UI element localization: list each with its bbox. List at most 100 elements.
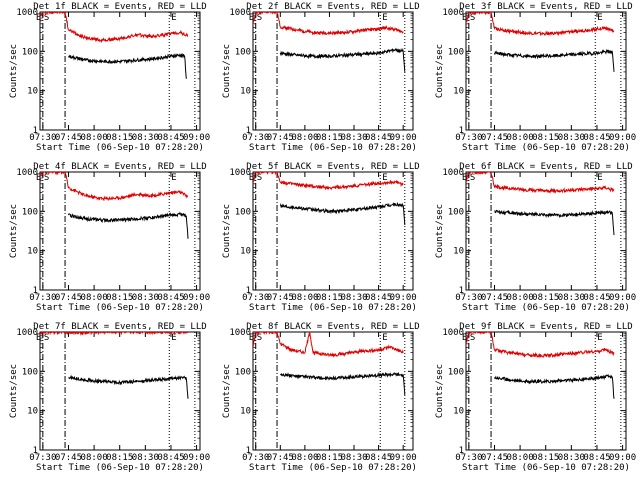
x-tick-label: 08:00	[291, 133, 318, 143]
chart-title: Det 7f BLACK = Events, RED = LLD	[33, 322, 206, 332]
events-series-line	[279, 47, 406, 72]
x-axis-label: Start Time (06-Sep-10 07:28:20)	[462, 143, 630, 153]
marker-label-s: S	[257, 333, 262, 343]
y-tick-label: 1000	[442, 168, 464, 178]
x-tick-label: 08:30	[340, 293, 367, 303]
plot-frame	[252, 331, 414, 451]
x-tick-label: 07:30	[29, 453, 56, 463]
y-tick-label: 100	[22, 207, 38, 217]
marker-label-e-start: E	[36, 173, 41, 183]
lld-series-line	[253, 12, 404, 36]
x-tick-label: 08:00	[291, 293, 318, 303]
marker-label-s: S	[257, 173, 262, 183]
y-tick-label: 100	[22, 367, 38, 377]
chart-title: Det 9f BLACK = Events, RED = LLD	[459, 322, 632, 332]
chart-panel: Det 8f BLACK = Events, RED = LLD 1 10 100 10…	[222, 322, 420, 473]
y-tick-label: 1000	[229, 168, 251, 178]
x-tick-label: 08:15	[532, 133, 559, 143]
x-axis-label: Start Time (06-Sep-10 07:28:20)	[462, 463, 630, 473]
chart-panel: Det 7f BLACK = Events, RED = LLD 1 10 100 10…	[9, 322, 210, 473]
lld-series-line	[466, 332, 615, 359]
marker-label-s: S	[470, 13, 475, 23]
chart-panel: Det 2f BLACK = Events, RED = LLD 1 10 100 10…	[222, 2, 420, 153]
y-tick-label: 1	[33, 286, 38, 296]
x-tick-label: 07:30	[455, 293, 482, 303]
x-tick-label: 08:00	[507, 133, 534, 143]
events-series-line	[68, 211, 189, 239]
marker-label-e-start: E	[462, 173, 467, 183]
y-tick-label: 1000	[442, 8, 464, 18]
x-tick-label: 08:30	[132, 133, 159, 143]
x-tick-label: 08:00	[507, 293, 534, 303]
y-tick-label: 10	[240, 247, 251, 257]
x-tick-label: 07:45	[55, 453, 82, 463]
chart-title: Det 1f BLACK = Events, RED = LLD	[33, 2, 206, 12]
x-tick-label: 08:00	[81, 133, 108, 143]
chart-title: Det 8f BLACK = Events, RED = LLD	[246, 322, 419, 332]
lld-series-line	[466, 172, 615, 194]
x-tick-label: 08:30	[558, 133, 585, 143]
lld-series-line	[40, 12, 189, 44]
x-tick-label: 08:45	[157, 453, 184, 463]
marker-label-e-start: E	[462, 333, 467, 343]
y-axis-label: Counts/sec	[222, 204, 232, 258]
marker-label-e: E	[171, 333, 176, 343]
chart-title: Det 5f BLACK = Events, RED = LLD	[246, 162, 419, 172]
marker-label-e: E	[382, 333, 387, 343]
marker-label-e-start: E	[249, 333, 254, 343]
x-tick-label: 08:30	[558, 453, 585, 463]
y-axis-label: Counts/sec	[9, 44, 19, 98]
y-tick-label: 1000	[16, 168, 38, 178]
x-axis-label: Start Time (06-Sep-10 07:28:20)	[36, 463, 204, 473]
y-axis-label: Counts/sec	[222, 364, 232, 418]
x-tick-label: 09:00	[609, 293, 636, 303]
x-axis-label: Start Time (06-Sep-10 07:28:20)	[249, 143, 417, 153]
x-tick-label: 07:30	[455, 453, 482, 463]
x-tick-label: 08:30	[558, 293, 585, 303]
x-tick-label: 07:45	[55, 133, 82, 143]
marker-label-s: S	[44, 173, 49, 183]
events-series-line	[279, 202, 406, 226]
x-axis-label: Start Time (06-Sep-10 07:28:20)	[36, 303, 204, 313]
marker-label-e: E	[382, 173, 387, 183]
y-tick-label: 10	[240, 407, 251, 417]
x-tick-label: 08:30	[132, 293, 159, 303]
events-series-line	[68, 374, 189, 399]
chart-panel: Det 9f BLACK = Events, RED = LLD 1 10 100 10…	[435, 322, 636, 473]
lld-series-line	[40, 332, 189, 337]
marker-label-e-start: E	[36, 13, 41, 23]
x-tick-label: 09:00	[183, 453, 210, 463]
y-tick-label: 1000	[16, 8, 38, 18]
x-tick-label: 09:00	[390, 453, 417, 463]
x-tick-label: 07:45	[267, 293, 294, 303]
chart-title: Det 6f BLACK = Events, RED = LLD	[459, 162, 632, 172]
y-tick-label: 1	[33, 446, 38, 456]
y-axis-label: Counts/sec	[9, 204, 19, 258]
chart-title: Det 2f BLACK = Events, RED = LLD	[246, 2, 419, 12]
x-tick-label: 07:30	[29, 133, 56, 143]
y-tick-label: 10	[453, 407, 464, 417]
x-tick-label: 08:30	[340, 133, 367, 143]
marker-label-e: E	[171, 13, 176, 23]
x-tick-label: 07:45	[481, 293, 508, 303]
x-tick-label: 09:00	[609, 133, 636, 143]
x-tick-label: 07:30	[242, 133, 269, 143]
y-tick-label: 10	[27, 407, 38, 417]
marker-label-e: E	[597, 333, 602, 343]
x-tick-label: 07:45	[481, 453, 508, 463]
lld-series-line	[40, 172, 189, 202]
x-tick-label: 08:45	[583, 293, 610, 303]
chart-panel: Det 6f BLACK = Events, RED = LLD 1 10 100 10…	[435, 162, 636, 313]
x-tick-label: 08:30	[132, 453, 159, 463]
chart-panel: Det 3f BLACK = Events, RED = LLD 1 10 100 10…	[435, 2, 636, 153]
y-axis-label: Counts/sec	[9, 364, 19, 418]
marker-label-e-start: E	[36, 333, 41, 343]
x-tick-label: 08:45	[157, 133, 184, 143]
chart-panel: Det 4f BLACK = Events, RED = LLD 1 10 100 10…	[9, 162, 210, 313]
chart-panel: Det 1f BLACK = Events, RED = LLD 1 10 100 10…	[9, 2, 210, 153]
y-tick-label: 1	[459, 126, 464, 136]
lld-series-line	[466, 12, 615, 37]
marker-label-e-start: E	[462, 13, 467, 23]
events-series-line	[279, 371, 406, 396]
y-tick-label: 1	[246, 446, 251, 456]
